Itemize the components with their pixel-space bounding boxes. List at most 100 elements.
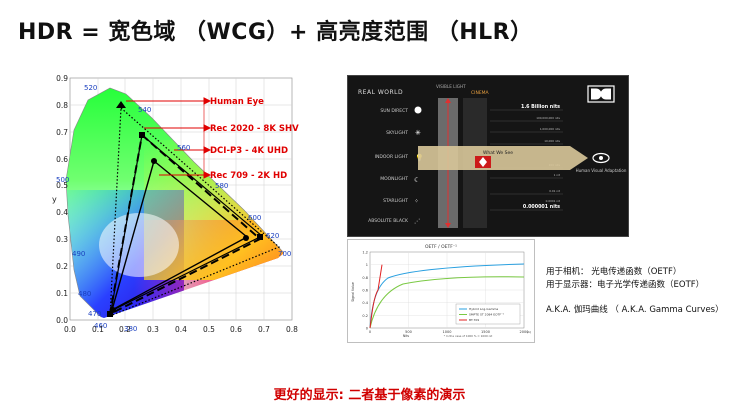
sun-icon [414, 106, 422, 114]
wavelength-label: 700 [278, 250, 291, 258]
x-tick: 0.1 [92, 325, 104, 334]
nits-label: 10,000 nits [544, 139, 560, 143]
x-tick: 0.7 [258, 325, 270, 334]
y-tick: 0.9 [56, 74, 68, 83]
y-axis-label: y [52, 195, 57, 204]
eotf-x-tick: 1500 [481, 330, 490, 334]
eotf-y-tick: 1.2 [362, 251, 368, 255]
legend-entry: SMPTE ST 2084 EOTF⁻¹ [469, 313, 505, 317]
nits-label: 1 nit [554, 173, 561, 177]
footer-caption: 更好的显示: 二者基于像素的演示 [273, 388, 466, 403]
y-tick-labels: 0.9 0.8 0.7 0.6 0.5 0.4 0.3 0.2 0.1 0.0 [56, 74, 68, 325]
wavelength-label: 380 [124, 325, 137, 333]
annotation-rec2020: Rec 2020 - 8K SHV [210, 124, 299, 134]
wavelength-label: 560 [177, 144, 190, 152]
x-tick: 0.4 [175, 325, 187, 334]
eotf-y-axis-label: Signal Value [351, 282, 355, 302]
row-label: SKYLIGHT [386, 130, 408, 136]
gamut-vertex-marker [243, 235, 249, 241]
star-icon: ⁘ [414, 198, 419, 205]
smpte-st2084-curve [369, 276, 525, 329]
y-tick: 0.4 [56, 208, 68, 217]
spectral-locus-outline [65, 87, 285, 318]
bottom-nits-label: 0.000001 nits [523, 204, 560, 210]
eye-icon [592, 152, 610, 164]
y-tick: 0.5 [56, 181, 68, 190]
wavelength-label: 620 [266, 232, 279, 240]
nits-label: 0.01 nit [549, 189, 561, 193]
eotf-x-tick: 2000 [520, 330, 529, 334]
page-title: HDR = 宽色域 （WCG）+ 高亮度范围 （HLR） [18, 20, 533, 45]
rec709-gamut [110, 159, 249, 312]
oetf-eotf-chart: OETF / OETF⁻¹ 1.2 1 0.8 0.6 0.4 0.2 0 0 … [347, 239, 535, 343]
nits-label: 1,000,000 nits [540, 127, 561, 131]
visible-light-header: VISIBLE LIGHT [436, 84, 466, 89]
eotf-x-ticks: 0 500 1000 1500 2000 [369, 330, 529, 334]
eotf-y-tick: 1 [366, 263, 368, 267]
legend-entry: Hybrid Log-Gamma [469, 307, 498, 311]
gamut-vertex-marker [257, 234, 263, 240]
nits-label: 0.0001 nit [546, 199, 561, 203]
eotf-y-tick: 0.2 [362, 314, 368, 318]
eotf-x-tick: 1000 [443, 330, 452, 334]
human-visual-adaptation-label: Human Visual Adaptation [576, 168, 627, 173]
eotf-x-tick: 500 [405, 330, 412, 334]
transfer-function-notes: 用于相机： 光电传递函数（OETF） 用于显示器：电子光学传递函数（EOTF） … [546, 266, 724, 317]
gamut-vertex-marker [139, 132, 145, 138]
legend-entry: BT.709 [469, 318, 479, 322]
bt709-curve [369, 264, 383, 329]
cie-chromaticity-diagram: Human Eye Rec 2020 - 8K SHV DCI-P3 - 4K … [52, 74, 299, 334]
eotf-legend: Hybrid Log-Gamma SMPTE ST 2084 EOTF⁻¹ BT… [455, 303, 521, 325]
moon-icon: ☾ [414, 176, 420, 184]
annotation-dci-p3: DCI-P3 - 4K UHD [210, 146, 288, 156]
x-tick-labels: 0.0 0.1 0.2 0.3 0.4 0.5 0.6 0.7 0.8 [64, 325, 298, 334]
y-tick: 0.0 [56, 316, 68, 325]
gamma-note: A.K.A. 伽玛曲线 （ A.K.A. Gamma Curves） [546, 305, 724, 315]
real-world-header: REAL WORLD [358, 89, 403, 96]
x-tick: 0.8 [286, 325, 298, 334]
wavelength-label: 470 [88, 310, 101, 318]
eotf-x-tick: 0 [369, 330, 371, 334]
x-tick: 0.3 [147, 325, 159, 334]
y-tick: 0.6 [56, 155, 68, 164]
x-tick: 0.0 [64, 325, 76, 334]
dolby-logo [587, 85, 615, 103]
x-tick: 0.5 [203, 325, 215, 334]
eotf-chart-title: OETF / OETF⁻¹ [425, 244, 457, 250]
dolby-luminance-range-graphic: REAL WORLD VISIBLE LIGHT CINEMA SUN DIRE… [347, 75, 629, 237]
real-world-row-labels: SUN DIRECT SKYLIGHT INDOOR LIGHT MOONLIG… [368, 108, 409, 224]
what-we-see-label: What We See [483, 150, 513, 156]
y-tick: 0.7 [56, 128, 68, 137]
eotf-y-tick: 0.4 [362, 301, 368, 305]
human-eye-gamut [109, 106, 281, 317]
gamut-vertex-marker [151, 158, 157, 164]
wavelength-label: 460 [94, 322, 107, 330]
wavelength-label: 480 [78, 290, 91, 298]
wavelength-labels: 520 540 560 580 600 620 700 500 490 480 … [56, 84, 291, 333]
eotf-x-unit: (n) [527, 330, 531, 334]
x-tick: 0.6 [230, 325, 242, 334]
x-tick: 0.2 [119, 325, 131, 334]
dci-p3-gamut [110, 133, 264, 313]
row-label: ABSOLUTE BLACK [368, 218, 409, 224]
eotf-y-ticks: 1.2 1 0.8 0.6 0.4 0.2 0 [362, 251, 368, 331]
y-tick: 0.1 [56, 289, 68, 298]
eotf-y-tick: 0 [366, 327, 368, 331]
row-label: INDOOR LIGHT [375, 154, 409, 160]
annotation-human-eye: Human Eye [210, 97, 264, 107]
y-tick: 0.8 [56, 101, 68, 110]
wavelength-label: 500 [56, 176, 69, 184]
sky-light-icon: ✳ [415, 129, 421, 137]
annotation-rec709: Rec 709 - 2K HD [210, 171, 287, 181]
y-tick: 0.2 [56, 262, 68, 271]
row-label: MOONLIGHT [380, 176, 408, 182]
annotation-arrows [126, 97, 212, 179]
y-tick: 0.3 [56, 235, 68, 244]
wavelength-label: 600 [248, 214, 261, 222]
wavelength-label: 540 [138, 106, 151, 114]
oetf-note: 用于相机： 光电传递函数（OETF） [546, 267, 682, 277]
gamut-vertex-marker [110, 307, 116, 313]
gamut-vertex-marker [116, 101, 126, 108]
row-label: SUN DIRECT [380, 108, 408, 114]
row-label: STARLIGHT [383, 198, 408, 204]
